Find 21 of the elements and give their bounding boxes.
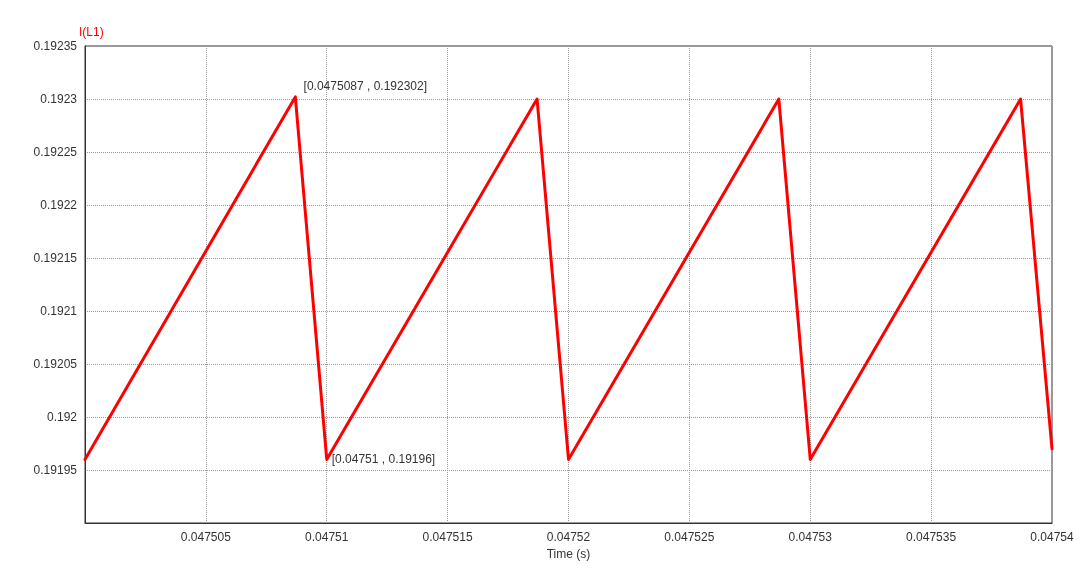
y-tick-label: 0.19215: [33, 251, 78, 265]
y-tick-label: 0.1922: [40, 198, 78, 212]
y-tick-label: 0.19225: [33, 145, 78, 159]
x-tick-label: 0.047535: [906, 530, 957, 544]
y-tick-label: 0.19205: [33, 357, 78, 371]
y-axis-title: I(L1): [79, 25, 104, 39]
x-tick-label: 0.047505: [180, 530, 232, 544]
y-tick-label: 0.19235: [33, 39, 78, 53]
annotation: [0.0475087 , 0.192302]: [303, 78, 428, 93]
x-tick-label: 0.04752: [546, 530, 591, 544]
y-tick-label: 0.192: [46, 410, 78, 424]
x-tick-label: 0.04751: [305, 530, 349, 544]
x-tick-label: 0.047515: [422, 530, 473, 544]
x-tick-label: 0.04754: [1030, 530, 1075, 544]
y-tick-label: 0.19195: [33, 463, 78, 477]
annotation: [0.04751 , 0.19196]: [331, 452, 436, 467]
x-tick-label: 0.047525: [664, 530, 715, 544]
x-axis-title: Time (s): [546, 546, 591, 561]
y-tick-label: 0.1921: [40, 304, 78, 318]
x-tick-label: 0.04753: [788, 530, 833, 544]
y-tick-label: 0.1923: [40, 92, 78, 106]
